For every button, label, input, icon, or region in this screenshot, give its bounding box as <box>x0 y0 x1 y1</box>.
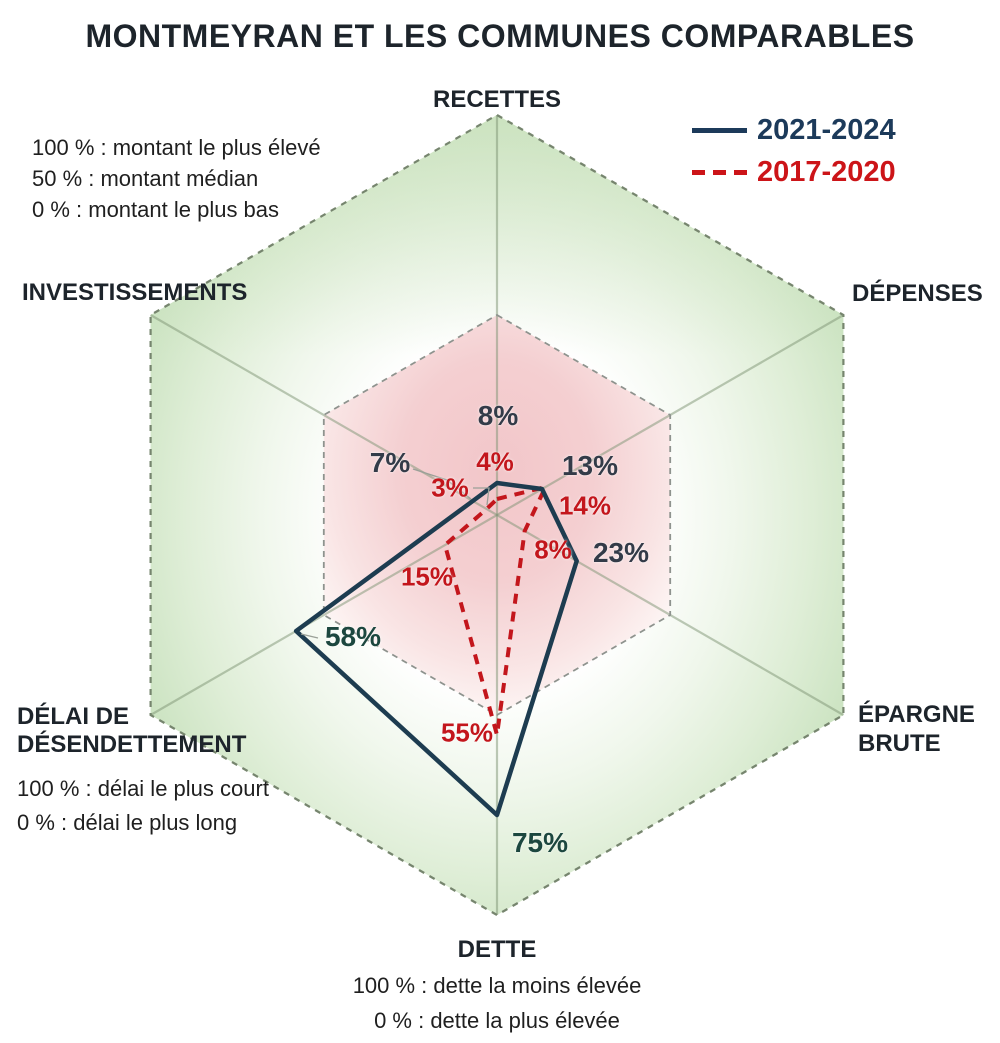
value-label-recettes-2017-2020: 4% <box>476 446 514 477</box>
page-title: MONTMEYRAN ET LES COMMUNES COMPARABLES <box>85 18 915 54</box>
value-label-epargne-brute-2021-2024: 23% <box>592 537 650 568</box>
axis-title-line: DÉLAI DE <box>17 703 130 730</box>
axis-title-depenses: DÉPENSES <box>852 280 983 307</box>
solid-line-swatch-icon <box>692 128 747 133</box>
axis-grid-lines <box>150 115 844 915</box>
scale-note-dette: 100 % : dette la moins élevée 0 % : dett… <box>353 968 642 1038</box>
legend-item-2021-2024: 2021-2024 <box>692 116 896 145</box>
value-label-delai-de-desendettement-2021-2024: 58% <box>324 621 382 652</box>
legend-item-2017-2020: 2017-2020 <box>692 158 896 187</box>
axis-title-dette: DETTE <box>457 936 537 963</box>
inner-hexagon-border <box>322 313 672 717</box>
outer-hexagon-border <box>149 113 845 917</box>
legend: 2021-2024 2017-2020 <box>692 116 896 200</box>
scale-note-line: 0 % : délai le plus long <box>17 810 238 835</box>
legend-label: 2017-2020 <box>757 156 896 188</box>
value-label-depenses-2021-2024: 13% <box>561 450 619 481</box>
axis-title-delai-de-desendettement: DÉLAI DE DÉSENDETTEMENT <box>17 703 246 759</box>
dashed-line-swatch-icon <box>692 170 747 175</box>
axis-title-investissements: INVESTISSEMENTS <box>22 279 248 306</box>
scale-note-delai: 100 % : délai le plus court 0 % : délai … <box>17 772 269 840</box>
legend-label: 2021-2024 <box>757 114 896 146</box>
leader-line <box>473 487 490 506</box>
series-2021-2024-polygon <box>293 480 579 818</box>
scale-note-line: 0 % : dette la plus élevée <box>374 1008 620 1033</box>
label-leader-lines <box>300 468 490 639</box>
axis-line <box>150 314 844 716</box>
value-label-delai-de-desendettement-2017-2020: 15% <box>400 561 454 592</box>
value-label-depenses-2017-2020: 14% <box>558 490 612 521</box>
scale-note-line: 50 % : montant médian <box>32 166 259 191</box>
leader-line <box>412 468 472 500</box>
scale-note-line: 0 % : montant le plus bas <box>32 197 280 222</box>
value-label-investissements-2017-2020: 3% <box>431 472 469 503</box>
value-label-dette-2017-2020: 55% <box>440 717 494 748</box>
axis-title-line: BRUTE <box>858 730 941 757</box>
value-label-dette-2021-2024: 75% <box>511 827 569 858</box>
axis-title-line: ÉPARGNE <box>858 701 975 728</box>
value-label-epargne-brute-2017-2020: 8% <box>534 534 572 565</box>
scale-note-line: 100 % : dette la moins élevée <box>352 973 642 998</box>
leader-line <box>300 633 319 639</box>
axis-title-line: DÉSENDETTEMENT <box>17 731 247 758</box>
axis-title-epargne-brute: ÉPARGNE BRUTE <box>858 700 975 758</box>
scale-note-montant: 100 % : montant le plus élevé 50 % : mon… <box>32 132 321 225</box>
value-label-recettes-2021-2024: 8% <box>477 400 519 431</box>
scale-note-line: 100 % : montant le plus élevé <box>32 135 321 160</box>
axis-title-recettes: RECETTES <box>432 86 562 113</box>
value-label-investissements-2021-2024: 7% <box>369 447 411 478</box>
scale-note-line: 100 % : délai le plus court <box>17 776 269 801</box>
